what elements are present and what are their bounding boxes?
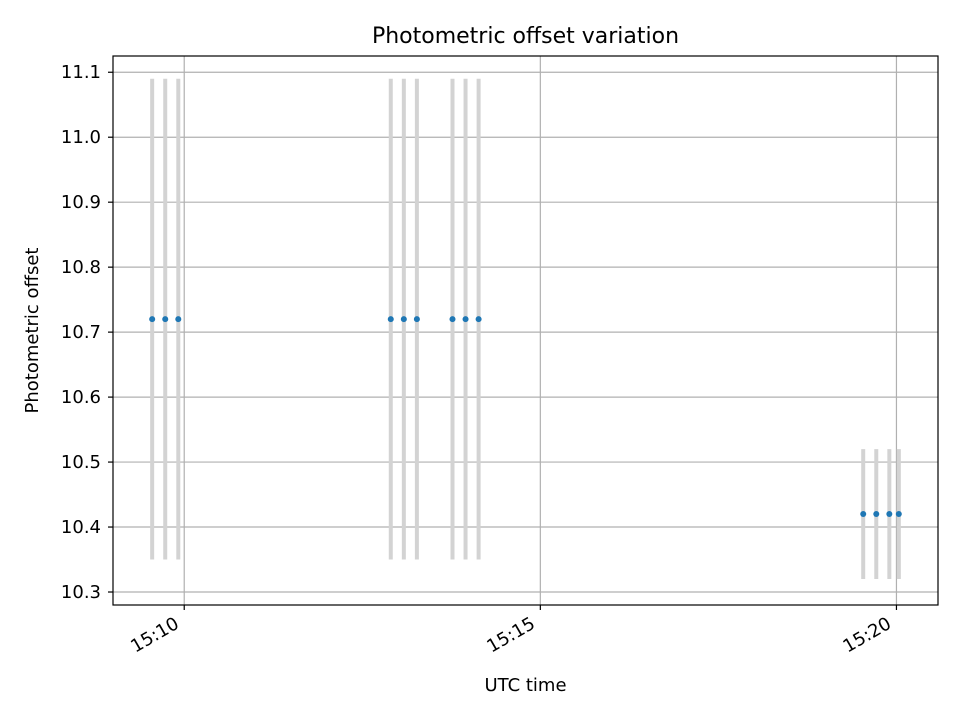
- data-point: [400, 316, 407, 323]
- y-tick-label: 10.3: [61, 582, 101, 603]
- grid: [113, 56, 938, 605]
- data-point: [413, 316, 420, 323]
- y-tick-label: 10.4: [61, 517, 101, 538]
- data-point: [475, 316, 482, 323]
- data-point: [462, 316, 469, 323]
- data-point: [860, 511, 867, 518]
- data-point: [449, 316, 456, 323]
- y-axis-label: Photometric offset: [22, 248, 43, 414]
- data-point: [149, 316, 156, 323]
- data-point: [387, 316, 394, 323]
- data-points: [149, 316, 902, 518]
- plot-area-frame: [112, 55, 939, 606]
- y-tick-label: 10.9: [61, 192, 101, 213]
- data-point: [895, 511, 902, 518]
- y-tick-label: 10.5: [61, 452, 101, 473]
- chart-title: Photometric offset variation: [372, 24, 679, 49]
- y-tick-label: 11.1: [61, 62, 101, 83]
- data-point: [175, 316, 182, 323]
- data-point: [886, 511, 893, 518]
- y-tick-label: 10.8: [61, 257, 101, 278]
- x-axis-label: UTC time: [484, 675, 566, 696]
- y-tick-label: 11.0: [61, 127, 101, 148]
- data-point: [873, 511, 880, 518]
- y-tick-label: 10.7: [61, 322, 101, 343]
- y-tick-label: 10.6: [61, 387, 101, 408]
- data-point: [162, 316, 169, 323]
